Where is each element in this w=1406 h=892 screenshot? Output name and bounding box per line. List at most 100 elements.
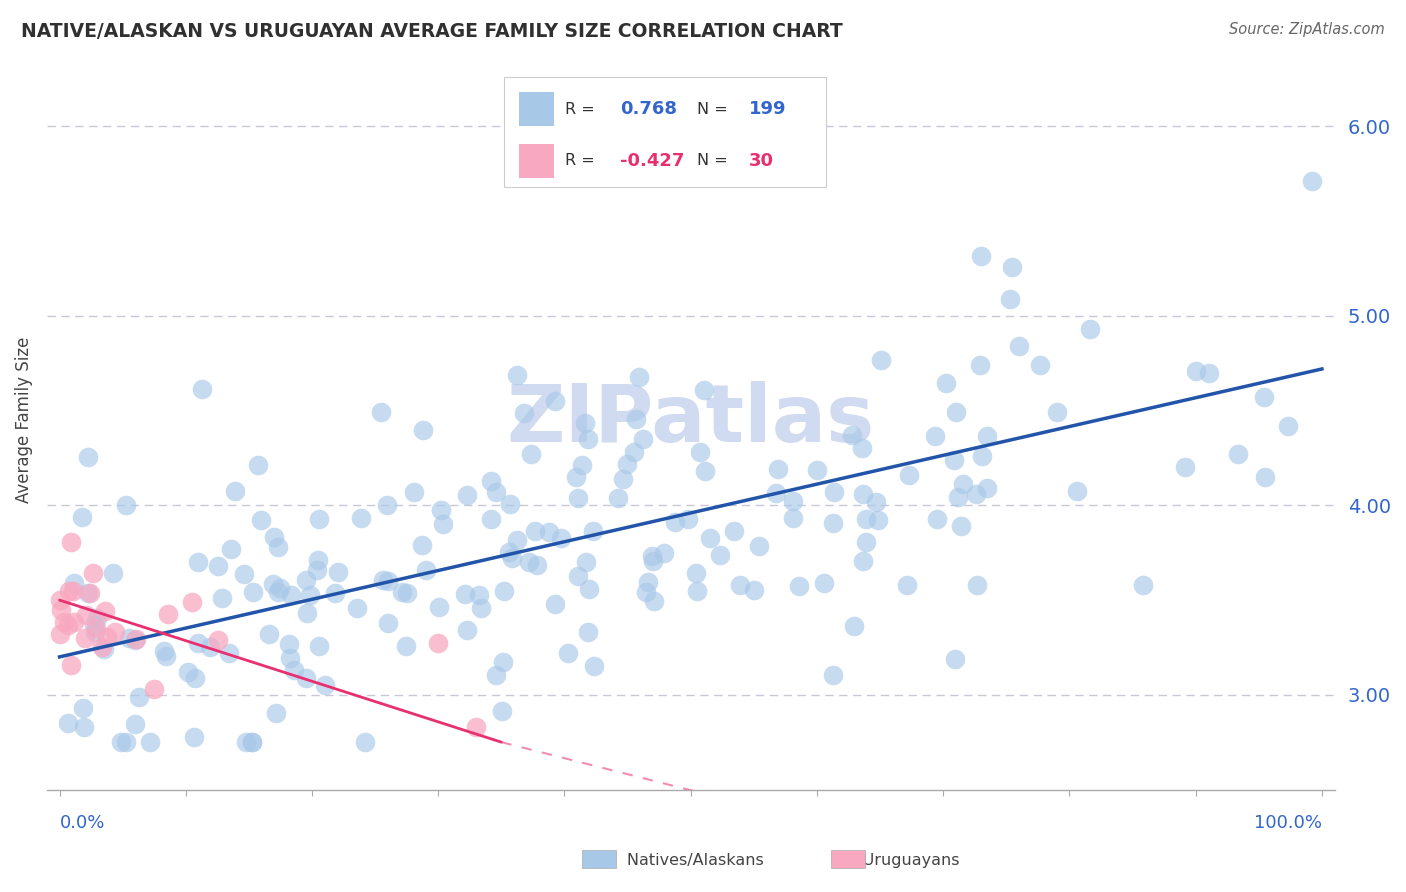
Text: 199: 199	[748, 100, 786, 119]
Point	[823, 485, 845, 500]
Point	[693, 464, 716, 478]
Point	[58, 618, 80, 632]
Point	[430, 503, 453, 517]
Point	[354, 735, 377, 749]
Point	[280, 588, 302, 602]
Point	[58, 583, 80, 598]
Point	[262, 577, 284, 591]
Point	[641, 549, 664, 564]
Point	[517, 555, 540, 569]
Point	[76, 450, 98, 465]
Point	[606, 491, 628, 505]
Point	[72, 510, 94, 524]
Point	[976, 481, 998, 495]
Point	[1046, 405, 1069, 419]
Point	[49, 627, 72, 641]
Point	[782, 511, 804, 525]
Point	[373, 573, 395, 587]
Point	[506, 533, 529, 547]
Point	[1277, 419, 1299, 434]
Point	[314, 678, 336, 692]
FancyBboxPatch shape	[519, 92, 554, 127]
Point	[295, 607, 318, 621]
Point	[852, 487, 875, 501]
Point	[103, 566, 125, 581]
Point	[93, 641, 115, 656]
Text: Source: ZipAtlas.com: Source: ZipAtlas.com	[1229, 22, 1385, 37]
Point	[114, 735, 136, 749]
Point	[643, 594, 665, 608]
Point	[190, 382, 212, 396]
Point	[75, 631, 97, 645]
Point	[79, 586, 101, 600]
Point	[664, 515, 686, 529]
Point	[676, 512, 699, 526]
Point	[308, 639, 330, 653]
Point	[582, 524, 605, 538]
Point	[842, 618, 865, 632]
Point	[723, 524, 745, 538]
Point	[295, 671, 318, 685]
Point	[207, 558, 229, 573]
Point	[263, 530, 285, 544]
Point	[224, 483, 246, 498]
Point	[187, 555, 209, 569]
Point	[616, 457, 638, 471]
Point	[935, 376, 957, 390]
Text: N =: N =	[697, 153, 733, 169]
Point	[952, 477, 974, 491]
Point	[748, 539, 770, 553]
Text: 100.0%: 100.0%	[1254, 814, 1322, 832]
Point	[294, 573, 316, 587]
Point	[278, 637, 301, 651]
Point	[115, 498, 138, 512]
Point	[177, 665, 200, 680]
Point	[1301, 174, 1323, 188]
Point	[454, 587, 477, 601]
Point	[278, 651, 301, 665]
Point	[207, 633, 229, 648]
Point	[370, 405, 392, 419]
Point	[427, 636, 450, 650]
Point	[485, 484, 508, 499]
Point	[513, 406, 536, 420]
Point	[693, 383, 716, 397]
Point	[578, 582, 600, 597]
Point	[83, 617, 105, 632]
Point	[307, 552, 329, 566]
Point	[396, 586, 419, 600]
Point	[866, 513, 889, 527]
Text: 0.0%: 0.0%	[59, 814, 105, 832]
Point	[377, 616, 399, 631]
Point	[267, 585, 290, 599]
Point	[325, 586, 347, 600]
Point	[806, 463, 828, 477]
Point	[544, 394, 567, 409]
Point	[468, 588, 491, 602]
Text: Natives/Alaskans: Natives/Alaskans	[591, 854, 763, 868]
Point	[269, 582, 291, 596]
Point	[865, 494, 887, 508]
Point	[1008, 338, 1031, 352]
Point	[631, 433, 654, 447]
Point	[498, 497, 520, 511]
Point	[970, 249, 993, 263]
Point	[823, 516, 845, 530]
Point	[704, 793, 727, 807]
Point	[391, 585, 413, 599]
Point	[870, 353, 893, 368]
Point	[689, 445, 711, 459]
Point	[709, 548, 731, 562]
Point	[479, 474, 502, 488]
Point	[1253, 391, 1275, 405]
Point	[576, 624, 599, 639]
Point	[494, 584, 516, 599]
Point	[82, 566, 104, 580]
Point	[544, 597, 567, 611]
Point	[1132, 578, 1154, 592]
Point	[350, 511, 373, 525]
Point	[806, 801, 828, 815]
Point	[198, 640, 221, 655]
Point	[526, 558, 548, 572]
Point	[813, 575, 835, 590]
